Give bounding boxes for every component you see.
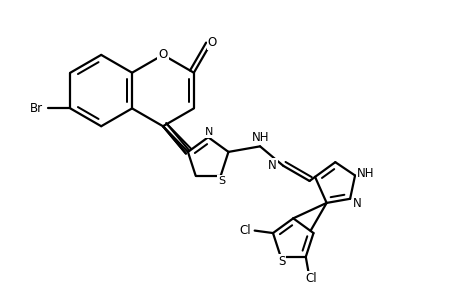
Text: O: O (207, 36, 217, 49)
Text: NH: NH (252, 131, 269, 144)
Text: S: S (218, 176, 225, 186)
Text: Br: Br (30, 102, 43, 115)
Text: N: N (268, 159, 276, 172)
Text: N: N (353, 197, 361, 210)
Text: NH: NH (357, 167, 374, 179)
Text: Cl: Cl (304, 272, 316, 285)
Text: O: O (158, 48, 167, 62)
Text: Cl: Cl (238, 224, 250, 237)
Text: N: N (205, 127, 213, 137)
Text: S: S (277, 255, 285, 268)
